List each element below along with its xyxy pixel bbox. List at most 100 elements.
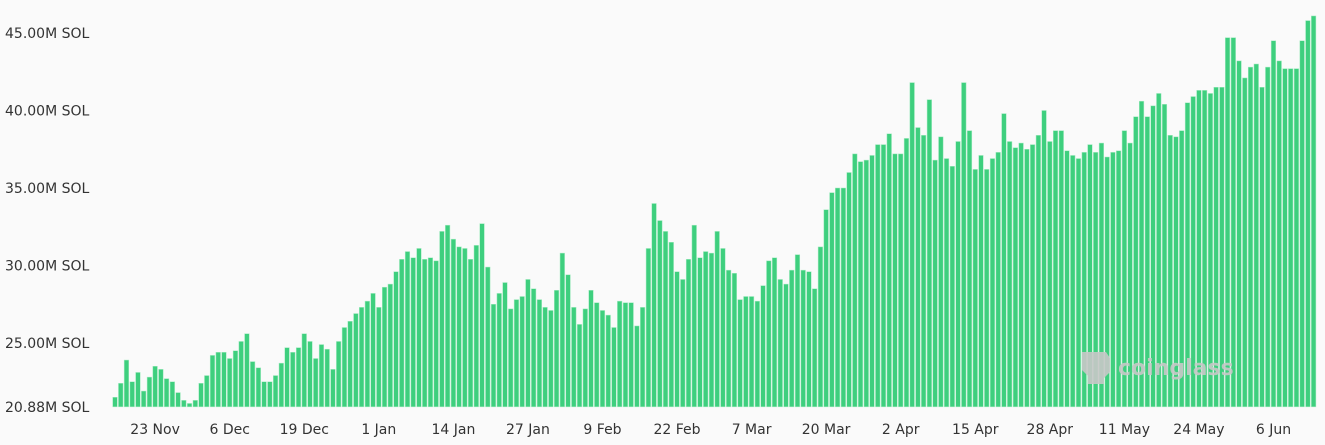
bar — [1098, 142, 1104, 408]
bar — [731, 273, 737, 408]
bar — [571, 307, 577, 408]
x-tick-label: 14 Jan — [431, 422, 475, 438]
bar — [496, 293, 502, 408]
bar — [387, 283, 393, 408]
bar — [118, 383, 124, 408]
bar — [1161, 104, 1168, 408]
bar — [771, 257, 778, 408]
bar — [445, 224, 451, 408]
bar — [324, 348, 330, 408]
x-tick-label: 1 Jan — [361, 422, 396, 438]
bar — [433, 260, 439, 408]
bar — [284, 347, 290, 408]
bar — [1156, 93, 1162, 408]
y-tick-label: 25.00M SOL — [5, 336, 90, 352]
x-tick-label: 19 Dec — [280, 422, 329, 438]
bar — [1024, 149, 1030, 408]
bar — [995, 152, 1001, 408]
bar — [800, 269, 806, 408]
bar — [588, 290, 594, 408]
bar — [903, 138, 909, 408]
bar — [955, 141, 961, 408]
bar — [1064, 150, 1070, 408]
bar — [1041, 110, 1047, 408]
bar — [1052, 130, 1059, 408]
bar — [404, 251, 411, 408]
x-tick-label: 27 Jan — [506, 422, 550, 438]
bar — [485, 266, 491, 408]
bar — [473, 245, 479, 408]
bar — [244, 333, 250, 408]
bar — [313, 358, 319, 408]
y-tick-label: 30.00M SOL — [5, 259, 90, 275]
bar — [450, 238, 456, 408]
bar — [829, 192, 835, 408]
bar — [341, 327, 347, 408]
bar — [215, 352, 221, 408]
bar — [817, 246, 823, 408]
x-tick-label: 2 Apr — [882, 422, 920, 438]
bar — [1225, 37, 1231, 408]
bar — [187, 403, 193, 408]
bar — [1311, 15, 1317, 408]
bar — [972, 169, 978, 408]
bar — [703, 251, 709, 408]
bar — [393, 271, 399, 408]
bar — [192, 400, 198, 408]
bar — [112, 397, 118, 408]
bar — [359, 307, 365, 408]
bar — [989, 158, 996, 408]
y-tick-label: 40.00M SOL — [5, 104, 90, 120]
bar — [1150, 105, 1156, 408]
bar — [898, 153, 904, 408]
bar — [697, 257, 703, 408]
bar — [1265, 66, 1271, 408]
bar — [1144, 116, 1150, 408]
bar — [267, 381, 273, 408]
bar — [599, 310, 606, 408]
bar — [158, 369, 164, 408]
bar — [146, 376, 152, 408]
bar — [1133, 116, 1139, 408]
bar — [295, 347, 302, 408]
bar — [852, 153, 858, 408]
bar — [909, 82, 915, 408]
bars-group — [112, 15, 1317, 408]
bar — [1104, 156, 1110, 408]
bar — [582, 308, 588, 408]
bar — [399, 259, 405, 408]
x-tick-label: 20 Mar — [802, 422, 851, 438]
x-tick-label: 15 Apr — [952, 422, 999, 438]
bar — [634, 325, 640, 408]
bar — [238, 341, 244, 408]
bar — [542, 307, 548, 408]
bar — [978, 155, 984, 408]
bar — [1179, 130, 1185, 408]
bar — [1288, 68, 1294, 408]
bar — [789, 269, 795, 408]
bar — [1075, 158, 1082, 408]
bar — [1253, 63, 1259, 408]
bar — [611, 327, 617, 408]
bar — [531, 288, 537, 408]
bar — [869, 155, 875, 408]
bar — [554, 290, 560, 408]
bar — [1070, 155, 1076, 408]
bar — [863, 159, 869, 408]
bar — [944, 158, 950, 408]
bar — [502, 282, 508, 408]
bar — [949, 166, 955, 408]
bar — [353, 313, 359, 408]
bar — [250, 361, 256, 408]
bar — [1030, 144, 1036, 408]
bar — [479, 223, 485, 408]
bar — [382, 286, 388, 408]
bar — [209, 355, 216, 408]
bar — [301, 333, 307, 408]
bar — [1007, 141, 1013, 408]
bar — [932, 159, 938, 408]
bar — [227, 358, 233, 408]
bar — [628, 302, 634, 408]
bar — [422, 259, 428, 408]
